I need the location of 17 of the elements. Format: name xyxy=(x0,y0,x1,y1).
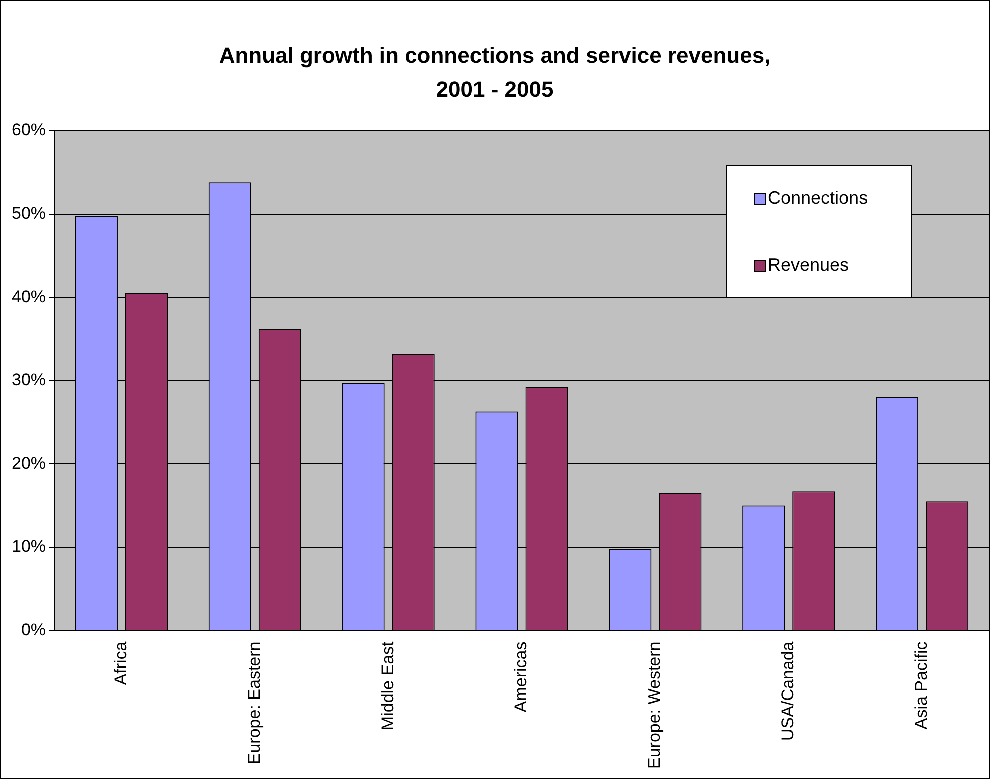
x-tick-label: USA/Canada xyxy=(778,641,798,741)
y-tick-label: 50% xyxy=(12,204,46,223)
x-tick-label: Europe: Western xyxy=(645,642,664,770)
chart-title: Annual growth in connections and service revenues, 2001 - 2005 xyxy=(218,42,772,104)
x-tick-label: Middle East xyxy=(378,641,398,731)
legend-label: Revenues xyxy=(768,254,850,275)
y-tick-label: 60% xyxy=(12,120,46,140)
y-tick-label: 10% xyxy=(12,537,46,556)
x-tick-label: Europe: Eastern xyxy=(244,642,264,765)
legend-label: Connections xyxy=(768,188,868,208)
y-tick-label: 0% xyxy=(21,620,46,640)
y-tick-label: 20% xyxy=(12,454,46,473)
y-tick-label: 40% xyxy=(12,287,46,306)
x-tick-label: Asia Pacific xyxy=(912,641,931,730)
x-tick-label: Africa xyxy=(111,641,130,686)
y-tick-label: 30% xyxy=(12,370,46,390)
x-tick-label: Americas xyxy=(512,642,531,713)
